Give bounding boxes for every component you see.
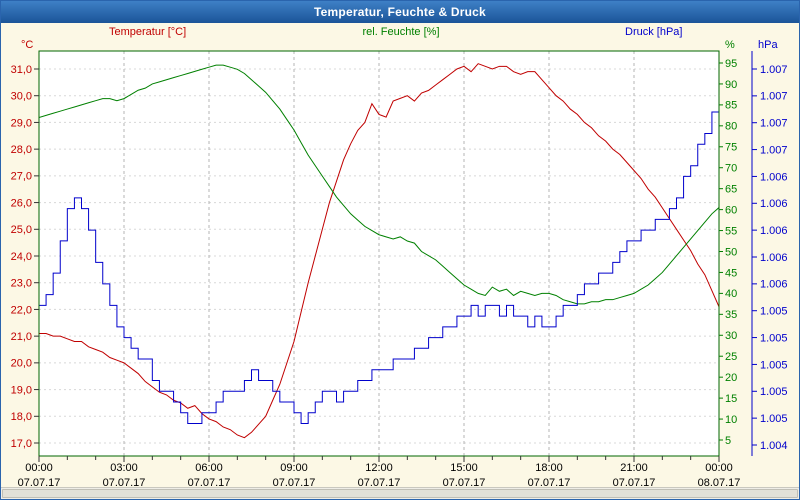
temperature-tick-label: 31,0 — [11, 64, 32, 76]
date-axis-labels: 07.07.17 07.07.17 07.07.17 07.07.17 07.07.17… — [18, 477, 741, 489]
humidity-tick-label: 50 — [725, 246, 737, 258]
temperature-tick-label: 24,0 — [11, 251, 32, 263]
humidity-tick-label: 90 — [725, 79, 737, 91]
humidity-tick-label: 25 — [725, 351, 737, 363]
temperature-axis-unit: °C — [21, 39, 34, 51]
title-bar[interactable]: Temperatur, Feuchte & Druck — [1, 1, 799, 23]
pressure-tick-label: 1.006 — [760, 225, 788, 237]
humidity-tick-label: 75 — [725, 142, 737, 154]
temperature-tick-label: 22,0 — [11, 304, 32, 316]
humidity-tick-label: 45 — [725, 267, 737, 279]
pressure-tick-label: 1.007 — [760, 91, 788, 103]
humidity-tick-label: 70 — [725, 163, 737, 175]
time-tick-label: 12:00 — [365, 462, 393, 474]
date-tick-label: 07.07.17 — [273, 477, 316, 489]
series-group — [39, 63, 719, 439]
date-tick-label: 07.07.17 — [103, 477, 146, 489]
time-tick-label: 15:00 — [450, 462, 478, 474]
time-tick-label: 00:00 — [25, 462, 53, 474]
temperature-tick-label: 19,0 — [11, 384, 32, 396]
pressure-tick-label: 1.007 — [760, 144, 788, 156]
legend-temperature: Temperatur [°C] — [109, 26, 187, 38]
temperature-tick-label: 30,0 — [11, 91, 32, 103]
pressure-tick-label: 1.007 — [760, 64, 788, 76]
temperature-axis-labels: 31,0 30,0 29,0 28,0 27,0 26,0 25,0 24,0 23,0 22,0… — [11, 64, 39, 450]
humidity-tick-label: 55 — [725, 225, 737, 237]
temperature-tick-label: 21,0 — [11, 331, 32, 343]
date-tick-label: 07.07.17 — [443, 477, 486, 489]
pressure-tick-label: 1.005 — [760, 386, 788, 398]
pressure-tick-label: 1.004 — [760, 440, 788, 452]
humidity-tick-label: 35 — [725, 309, 737, 321]
date-tick-label: 07.07.17 — [613, 477, 656, 489]
scrollbar-thumb[interactable] — [2, 489, 798, 498]
temperature-tick-label: 17,0 — [11, 438, 32, 450]
humidity-tick-label: 95 — [725, 58, 737, 70]
pressure-tick-label: 1.006 — [760, 171, 788, 183]
temperature-tick-label: 25,0 — [11, 224, 32, 236]
humidity-tick-label: 30 — [725, 330, 737, 342]
time-tick-label: 03:00 — [110, 462, 138, 474]
temperature-tick-label: 28,0 — [11, 144, 32, 156]
pressure-tick-label: 1.005 — [760, 413, 788, 425]
humidity-tick-label: 65 — [725, 184, 737, 196]
pressure-axis-labels: 1.007 1.007 1.007 1.007 1.006 1.006 1.006 1.006… — [752, 64, 788, 452]
time-axis-labels: 00:00 03:00 06:00 09:00 12:00 15:00 18:00 21:00… — [25, 462, 733, 474]
date-tick-label: 07.07.17 — [188, 477, 231, 489]
pressure-series — [39, 79, 719, 425]
humidity-tick-label: 5 — [725, 435, 731, 447]
temperature-tick-label: 20,0 — [11, 358, 32, 370]
humidity-tick-label: 80 — [725, 121, 737, 133]
humidity-axis-labels: 95 90 85 80 75 70 65 60 55 50 45 40 35 30 25 20 15 10 5 — [719, 58, 737, 447]
temperature-tick-label: 18,0 — [11, 411, 32, 423]
time-tick-label: 21:00 — [620, 462, 648, 474]
window-title: Temperatur, Feuchte & Druck — [314, 5, 486, 19]
time-tick-label: 18:00 — [535, 462, 563, 474]
x-axis-ticks — [38, 456, 720, 462]
time-tick-label: 00:00 — [705, 462, 733, 474]
time-tick-label: 06:00 — [195, 462, 223, 474]
humidity-tick-label: 20 — [725, 372, 737, 384]
date-tick-label: 07.07.17 — [528, 477, 571, 489]
date-tick-label: 08.07.17 — [698, 477, 741, 489]
temperature-tick-label: 29,0 — [11, 117, 32, 129]
temperature-series — [39, 63, 719, 439]
humidity-tick-label: 60 — [725, 204, 737, 216]
pressure-tick-label: 1.006 — [760, 279, 788, 291]
pressure-tick-label: 1.006 — [760, 198, 788, 210]
pressure-tick-label: 1.005 — [760, 332, 788, 344]
legend-pressure: Druck [hPa] — [625, 26, 683, 38]
pressure-tick-label: 1.005 — [760, 306, 788, 318]
temperature-tick-label: 27,0 — [11, 171, 32, 183]
pressure-tick-label: 1.005 — [760, 359, 788, 371]
vertical-gridlines — [123, 51, 635, 456]
legend-humidity: rel. Feuchte [%] — [362, 26, 440, 38]
pressure-axis-unit: hPa — [758, 39, 778, 51]
horizontal-scrollbar[interactable] — [1, 487, 799, 499]
date-tick-label: 07.07.17 — [358, 477, 401, 489]
humidity-tick-label: 10 — [725, 414, 737, 426]
humidity-tick-label: 85 — [725, 100, 737, 112]
humidity-series — [39, 64, 719, 305]
date-tick-label: 07.07.17 — [18, 477, 61, 489]
temperature-tick-label: 23,0 — [11, 278, 32, 290]
time-tick-label: 09:00 — [280, 462, 308, 474]
temperature-tick-label: 26,0 — [11, 197, 32, 209]
pressure-tick-label: 1.007 — [760, 118, 788, 130]
humidity-axis-unit: % — [725, 39, 735, 51]
humidity-tick-label: 15 — [725, 393, 737, 405]
humidity-tick-label: 40 — [725, 288, 737, 300]
pressure-tick-label: 1.006 — [760, 252, 788, 264]
